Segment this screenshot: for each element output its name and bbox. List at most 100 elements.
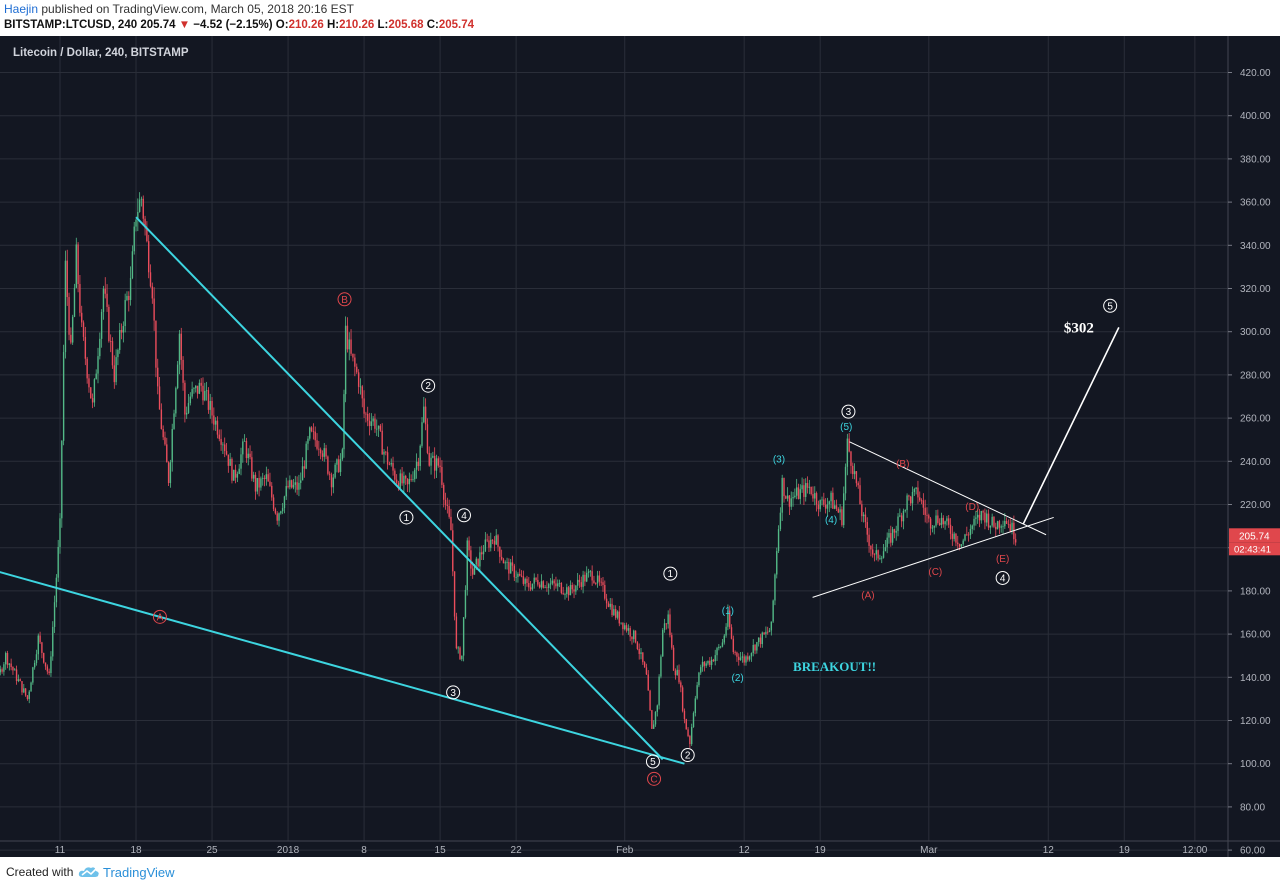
candle-body <box>821 499 823 501</box>
candle-body <box>957 542 959 544</box>
x-tick-label: 18 <box>130 845 142 856</box>
wave-label: 5 <box>1107 301 1113 312</box>
candle-body <box>464 589 467 618</box>
candle-body <box>982 511 984 513</box>
candle-body <box>553 580 555 584</box>
y-tick-label: 160.00 <box>1240 630 1271 641</box>
candle-body <box>719 646 722 648</box>
candle-body <box>452 530 454 572</box>
candle-body <box>359 386 362 388</box>
candle-body <box>598 575 601 582</box>
candle-body <box>725 626 727 636</box>
candle-body <box>671 635 673 648</box>
price-chart[interactable]: $302ABC1234521(1)(2)(3)(4)(5)3(A)(B)(C)(… <box>0 36 1280 857</box>
candle-body <box>397 482 400 489</box>
candle-body <box>33 662 36 668</box>
candle-body <box>102 288 105 312</box>
candle-body <box>866 522 868 535</box>
candle-body <box>166 444 168 463</box>
candle-body <box>1 669 3 672</box>
open-value: 210.26 <box>288 19 324 31</box>
candle-body <box>663 623 666 630</box>
x-tick-label: 19 <box>815 845 827 856</box>
candle-body <box>267 474 269 482</box>
candle-body <box>973 518 975 526</box>
y-tick-label: 320.00 <box>1240 284 1271 295</box>
candle-body <box>28 691 30 700</box>
candle-body <box>651 710 653 729</box>
high-value: 210.26 <box>339 19 375 31</box>
candle-body <box>1000 526 1002 528</box>
candle-body <box>690 727 693 745</box>
candle-body <box>520 575 523 577</box>
x-tick-label: Feb <box>616 845 634 856</box>
candle-body <box>70 334 72 343</box>
candle-body <box>906 495 908 511</box>
candle-body <box>97 356 99 374</box>
countdown-value: 02:43:41 <box>1234 544 1271 555</box>
wave-label: (E) <box>996 554 1009 565</box>
candle-body <box>424 406 427 425</box>
candle-body <box>779 512 782 530</box>
candle-body <box>115 357 117 383</box>
candle-body <box>477 558 479 567</box>
candle-body <box>73 287 76 317</box>
candle-body <box>227 454 230 466</box>
candle-body <box>75 244 77 288</box>
candle-body <box>828 501 830 505</box>
candle-body <box>703 661 706 666</box>
candle-body <box>182 359 184 383</box>
candle-body <box>155 320 157 368</box>
candle-body <box>602 582 604 585</box>
candle-body <box>44 662 47 667</box>
candle-body <box>897 516 899 531</box>
candle-body <box>432 455 434 458</box>
candle-body <box>790 498 792 507</box>
target-price-label: $302 <box>1064 320 1094 336</box>
candle-body <box>748 656 751 660</box>
candle-body <box>234 469 237 478</box>
candle-body <box>450 516 452 531</box>
wave-label: 1 <box>668 569 674 580</box>
candle-body <box>672 647 675 671</box>
author-link[interactable]: Haejin <box>4 2 39 16</box>
candle-body <box>462 617 465 656</box>
candle-body <box>741 656 744 658</box>
candle-body <box>998 521 1001 528</box>
candle-body <box>687 729 689 736</box>
candle-body <box>330 474 333 488</box>
candle-body <box>307 438 309 444</box>
cloud-icon <box>78 867 99 877</box>
candle-body <box>243 440 246 442</box>
candle-body <box>479 552 481 567</box>
candle-body <box>290 480 293 488</box>
candle-body <box>589 571 592 573</box>
candle-body <box>861 504 863 517</box>
candle-body <box>19 679 21 682</box>
candle-body <box>504 562 506 564</box>
candle-body <box>321 453 324 457</box>
candle-body <box>814 493 816 499</box>
candle-body <box>964 534 966 541</box>
candle-body <box>584 574 586 582</box>
candle-body <box>441 466 443 485</box>
down-arrow-icon: ▼ <box>178 19 191 31</box>
candle-body <box>882 551 885 558</box>
candle-body <box>680 682 682 688</box>
candle-body <box>205 390 208 392</box>
candle-body <box>176 364 179 389</box>
wave-label-circle <box>152 609 167 624</box>
candle-body <box>567 587 570 596</box>
candle-body <box>175 388 177 414</box>
candle-body <box>256 478 258 492</box>
candle-body <box>631 636 633 640</box>
candle-body <box>996 521 999 530</box>
candle-body <box>453 571 456 617</box>
candle-body <box>785 496 787 499</box>
candle-body <box>135 219 137 227</box>
candle-body <box>529 587 532 590</box>
candle-body <box>549 583 552 585</box>
candle-body <box>200 382 202 386</box>
candle-body <box>873 554 876 556</box>
candle-body <box>723 635 725 643</box>
